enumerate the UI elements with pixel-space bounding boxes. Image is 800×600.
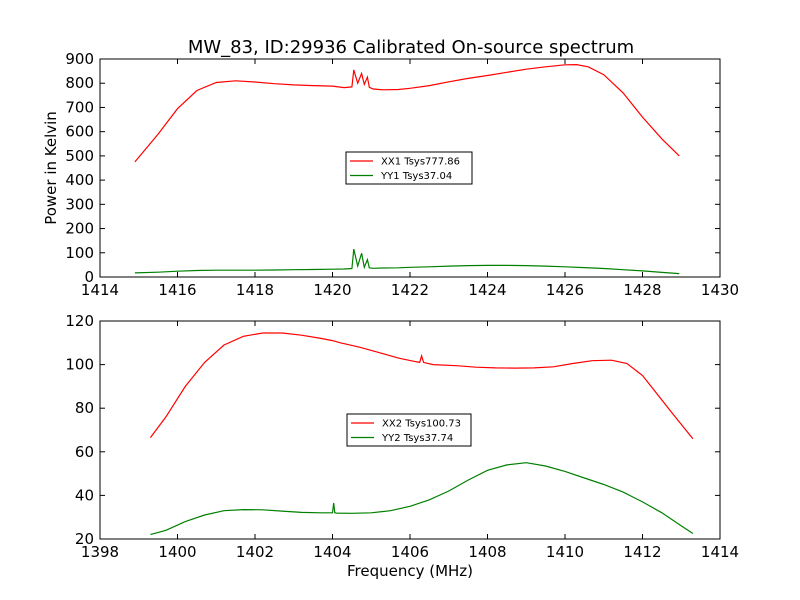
top-series-line-2 xyxy=(134,248,680,275)
top-xtick-label: 1424 xyxy=(468,281,506,299)
top-ytick-label: 300 xyxy=(65,195,94,213)
bottom-ytick-label: 80 xyxy=(75,399,94,417)
top-ytick-label: 0 xyxy=(84,268,94,286)
bottom-plot: 1398 1400 1402 1404 1406 1408 1410 1412 1414 20 40… xyxy=(65,312,739,580)
bottom-legend-box xyxy=(346,413,472,447)
bottom-xtick-label: 1414 xyxy=(701,543,739,561)
top-ylabel: Power in Kelvin xyxy=(42,111,60,225)
bottom-xtick-label: 1402 xyxy=(236,543,274,561)
top-legend-label-2: YY1 Tsys37.04 xyxy=(380,171,452,182)
top-xtick-label: 1428 xyxy=(623,281,661,299)
top-legend-box xyxy=(345,151,473,185)
top-plot: 1414 1416 1418 1420 1422 1424 1426 1428 1430 0 100… xyxy=(42,50,739,299)
top-plot-series-layer xyxy=(134,63,680,275)
bottom-ytick-label: 40 xyxy=(75,486,94,504)
bottom-legend-label-2: YY2 Tsys37.74 xyxy=(381,433,453,444)
bottom-xtick-label: 1412 xyxy=(623,543,661,561)
bottom-plot-ticks: 1398 1400 1402 1404 1406 1408 1410 1412 1414 20 40… xyxy=(65,312,739,561)
bottom-ytick-label: 20 xyxy=(75,530,94,548)
bottom-xtick-label: 1404 xyxy=(313,543,351,561)
bottom-plot-series-layer xyxy=(149,332,694,536)
top-ytick-label: 600 xyxy=(65,123,94,141)
top-ytick-label: 500 xyxy=(65,147,94,165)
bottom-xlabel: Frequency (MHz) xyxy=(347,562,473,580)
top-ytick-label: 700 xyxy=(65,98,94,116)
top-ytick-label: 200 xyxy=(65,220,94,238)
bottom-legend: XX2 Tsys100.73 YY2 Tsys37.74 xyxy=(346,413,472,447)
top-ytick-label: 400 xyxy=(65,171,94,189)
top-series-line-1 xyxy=(134,63,680,163)
bottom-xtick-label: 1398 xyxy=(81,543,119,561)
bottom-ytick-label: 120 xyxy=(65,312,94,330)
top-xtick-label: 1430 xyxy=(701,281,739,299)
bottom-series-line-2 xyxy=(150,462,694,536)
top-legend-label-1: XX1 Tsys777.86 xyxy=(381,157,460,168)
bottom-ytick-label: 100 xyxy=(65,356,94,374)
bottom-series-line-1 xyxy=(149,332,694,440)
bottom-ytick-label: 60 xyxy=(75,443,94,461)
bottom-xtick-label: 1400 xyxy=(158,543,196,561)
top-legend: XX1 Tsys777.86 YY1 Tsys37.04 xyxy=(345,151,473,185)
chart-title: MW_83, ID:29936 Calibrated On-source spe… xyxy=(188,37,634,58)
bottom-xtick-label: 1406 xyxy=(391,543,429,561)
top-ytick-label: 800 xyxy=(65,74,94,92)
top-ytick-label: 900 xyxy=(65,50,94,68)
bottom-legend-label-1: XX2 Tsys100.73 xyxy=(382,419,461,430)
bottom-xtick-label: 1408 xyxy=(468,543,506,561)
top-xtick-label: 1418 xyxy=(236,281,274,299)
top-ytick-label: 100 xyxy=(65,244,94,262)
top-xtick-label: 1416 xyxy=(158,281,196,299)
bottom-xtick-label: 1410 xyxy=(546,543,584,561)
top-xtick-label: 1422 xyxy=(391,281,429,299)
top-xtick-label: 1414 xyxy=(81,281,119,299)
top-xtick-label: 1426 xyxy=(546,281,584,299)
top-plot-ticks: 1414 1416 1418 1420 1422 1424 1426 1428 1430 0 100… xyxy=(65,50,739,299)
top-xtick-label: 1420 xyxy=(313,281,351,299)
